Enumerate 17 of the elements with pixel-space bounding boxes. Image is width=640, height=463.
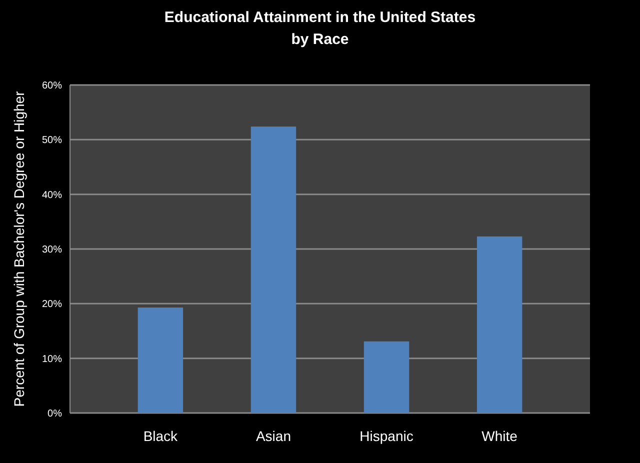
bar	[364, 341, 410, 413]
y-tick-label: 30%	[42, 244, 62, 256]
y-axis-title: Percent of Group with Bachelor's Degree or Higher	[11, 90, 27, 407]
x-tick-label: Hispanic	[360, 428, 414, 444]
x-tick-label: White	[482, 428, 518, 444]
bar	[138, 307, 184, 413]
y-tick-label: 40%	[42, 190, 62, 201]
x-tick-label: Asian	[256, 428, 291, 444]
bar	[250, 126, 296, 413]
y-tick-label: 0%	[48, 408, 62, 420]
x-tick-label: Black	[143, 428, 179, 444]
chart-title: Educational Attainment in the United States by Race	[164, 9, 476, 48]
y-tick-label: 50%	[42, 135, 62, 146]
bar	[476, 236, 522, 413]
y-tick-label: 20%	[42, 299, 62, 310]
y-tick-label: 60%	[42, 80, 62, 92]
y-tick-label: 10%	[42, 354, 62, 365]
